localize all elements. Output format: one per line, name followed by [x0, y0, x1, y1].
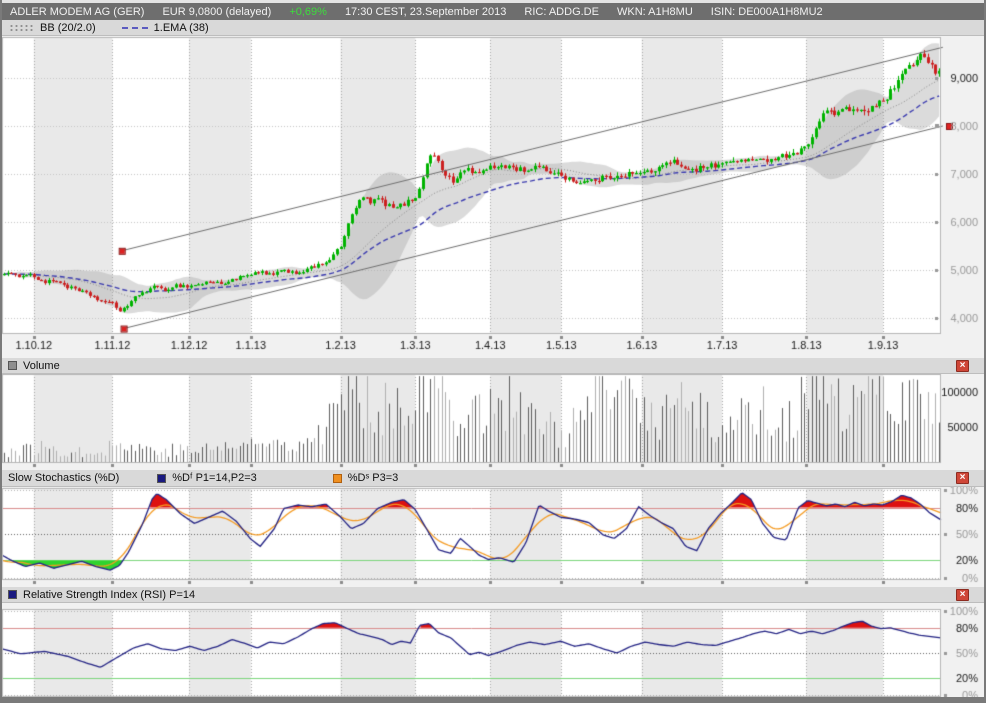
window-bottom-border	[0, 697, 986, 703]
ema-legend-label: 1.EMA (38)	[153, 21, 209, 34]
stochastics-slow-icon	[332, 473, 342, 483]
price-chart-canvas[interactable]	[0, 36, 986, 358]
stochastics-fast-label: %Dᶠ P1=14,P2=3	[172, 472, 257, 484]
rsi-panel-header: Relative Strength Index (RSI) P=14 ×	[0, 587, 986, 603]
main-chart-legend-bar: BB (20/2.0) 1.EMA (38)	[0, 20, 986, 36]
quote-datetime: 17:30 CEST, 23.September 2013	[344, 5, 507, 18]
instrument-header-bar: ADLER MODEM AG (GER) EUR 9,0800 (delayed…	[0, 3, 986, 20]
volume-close-icon[interactable]: ×	[956, 359, 969, 372]
instrument-ric: RIC: ADDG.DE	[524, 5, 599, 18]
stochastics-slow-legend[interactable]: %Dˢ P3=3	[332, 472, 399, 484]
instrument-quote: EUR 9,0800 (delayed)	[162, 5, 272, 18]
instrument-name: ADLER MODEM AG (GER)	[10, 5, 145, 18]
stochastics-fast-legend[interactable]: %Dᶠ P1=14,P2=3	[157, 472, 257, 484]
stochastics-panel-title: Slow Stochastics (%D)	[8, 472, 120, 484]
instrument-isin: ISIN: DE000A1H8MU2	[710, 5, 823, 18]
stochastics-fast-icon	[157, 473, 167, 483]
bollinger-swatch-icon	[8, 23, 34, 32]
ema-swatch-icon	[121, 26, 148, 29]
volume-series-icon	[8, 361, 17, 370]
window-right-border	[984, 0, 986, 703]
rsi-close-icon[interactable]: ×	[956, 588, 969, 601]
volume-chart-canvas[interactable]	[0, 374, 986, 470]
change-percent: +0,69%	[289, 5, 327, 18]
rsi-series-icon	[8, 590, 17, 599]
legend-item-bollinger[interactable]: BB (20/2.0)	[8, 22, 96, 34]
rsi-chart-canvas[interactable]	[0, 603, 986, 697]
stochastics-chart-canvas[interactable]	[0, 487, 986, 587]
bollinger-legend-label: BB (20/2.0)	[40, 21, 96, 34]
stochastics-close-icon[interactable]: ×	[956, 472, 969, 484]
instrument-wkn: WKN: A1H8MU	[616, 5, 693, 18]
volume-panel-title: Volume	[23, 359, 60, 372]
volume-panel-header: Volume ×	[0, 358, 986, 374]
window-left-border	[0, 0, 2, 703]
window-top-border	[0, 0, 986, 3]
rsi-panel-title: Relative Strength Index (RSI) P=14	[23, 588, 196, 601]
stochastics-slow-label: %Dˢ P3=3	[347, 472, 399, 484]
stochastics-panel-header: Slow Stochastics (%D) %Dᶠ P1=14,P2=3 %Dˢ…	[0, 470, 986, 487]
legend-item-ema[interactable]: 1.EMA (38)	[121, 21, 209, 34]
